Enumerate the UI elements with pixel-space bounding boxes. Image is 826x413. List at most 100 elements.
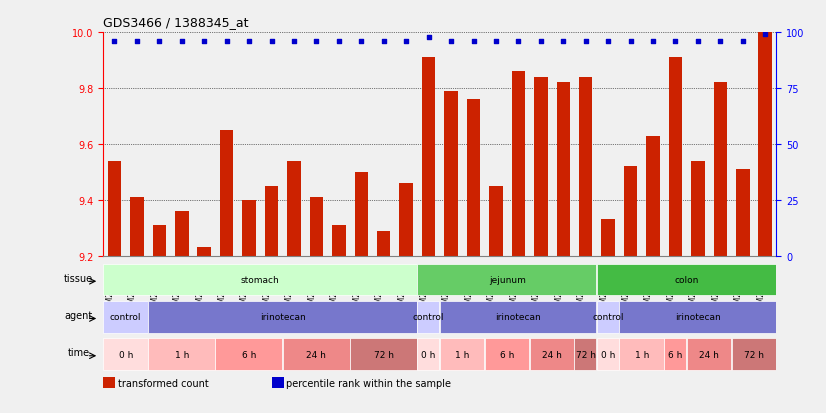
- Text: 0 h: 0 h: [118, 350, 133, 358]
- FancyBboxPatch shape: [686, 338, 731, 370]
- Text: jejunum: jejunum: [489, 275, 525, 284]
- Bar: [377, 231, 391, 256]
- FancyBboxPatch shape: [620, 338, 664, 370]
- FancyBboxPatch shape: [417, 301, 439, 333]
- Text: 24 h: 24 h: [306, 350, 326, 358]
- Point: [444, 39, 458, 45]
- Bar: [422, 58, 435, 256]
- Point: [131, 39, 144, 45]
- Bar: [511, 72, 525, 256]
- Text: control: control: [413, 313, 444, 321]
- Point: [377, 39, 391, 45]
- Bar: [175, 211, 188, 256]
- Text: colon: colon: [675, 275, 699, 284]
- FancyBboxPatch shape: [439, 338, 484, 370]
- Bar: [242, 200, 256, 256]
- Text: GDS3466 / 1388345_at: GDS3466 / 1388345_at: [103, 16, 249, 29]
- Bar: [272, 377, 283, 388]
- Bar: [310, 197, 323, 256]
- Point: [332, 39, 345, 45]
- FancyBboxPatch shape: [103, 264, 417, 296]
- Text: 24 h: 24 h: [542, 350, 562, 358]
- FancyBboxPatch shape: [732, 338, 776, 370]
- Bar: [354, 172, 368, 256]
- Text: 6 h: 6 h: [242, 350, 256, 358]
- Text: transformed count: transformed count: [118, 378, 209, 388]
- Bar: [534, 78, 548, 256]
- Bar: [400, 183, 413, 256]
- Text: 72 h: 72 h: [576, 350, 596, 358]
- Text: 1 h: 1 h: [174, 350, 189, 358]
- Point: [489, 39, 502, 45]
- Point: [579, 39, 592, 45]
- FancyBboxPatch shape: [529, 338, 574, 370]
- Text: irinotecan: irinotecan: [260, 313, 306, 321]
- Bar: [669, 58, 682, 256]
- Bar: [332, 225, 345, 256]
- Text: agent: agent: [64, 310, 93, 320]
- Point: [108, 39, 121, 45]
- Bar: [714, 83, 727, 256]
- Bar: [758, 33, 772, 256]
- FancyBboxPatch shape: [575, 338, 596, 370]
- FancyBboxPatch shape: [620, 301, 776, 333]
- Text: irinotecan: irinotecan: [675, 313, 721, 321]
- Text: 0 h: 0 h: [601, 350, 615, 358]
- Text: 0 h: 0 h: [421, 350, 436, 358]
- Point: [354, 39, 368, 45]
- Bar: [107, 161, 121, 256]
- Bar: [691, 161, 705, 256]
- Text: 72 h: 72 h: [744, 350, 764, 358]
- Text: 6 h: 6 h: [500, 350, 515, 358]
- Bar: [287, 161, 301, 256]
- Text: percentile rank within the sample: percentile rank within the sample: [287, 378, 451, 388]
- Bar: [579, 78, 592, 256]
- FancyBboxPatch shape: [282, 338, 349, 370]
- Point: [153, 39, 166, 45]
- Bar: [557, 83, 570, 256]
- Point: [287, 39, 301, 45]
- Bar: [265, 186, 278, 256]
- Point: [647, 39, 660, 45]
- Bar: [197, 248, 211, 256]
- FancyBboxPatch shape: [417, 264, 596, 296]
- Text: irinotecan: irinotecan: [496, 313, 541, 321]
- FancyBboxPatch shape: [103, 301, 148, 333]
- Text: 24 h: 24 h: [699, 350, 719, 358]
- Text: 1 h: 1 h: [634, 350, 649, 358]
- Bar: [467, 100, 480, 256]
- FancyBboxPatch shape: [417, 338, 439, 370]
- Bar: [601, 220, 615, 256]
- Point: [422, 34, 435, 41]
- Bar: [131, 197, 144, 256]
- Bar: [624, 167, 638, 256]
- Bar: [646, 136, 660, 256]
- Point: [175, 39, 188, 45]
- Bar: [153, 225, 166, 256]
- FancyBboxPatch shape: [597, 264, 776, 296]
- FancyBboxPatch shape: [664, 338, 686, 370]
- Point: [220, 39, 233, 45]
- Point: [512, 39, 525, 45]
- FancyBboxPatch shape: [439, 301, 596, 333]
- Point: [624, 39, 637, 45]
- Point: [736, 39, 749, 45]
- Point: [265, 39, 278, 45]
- FancyBboxPatch shape: [485, 338, 529, 370]
- FancyBboxPatch shape: [597, 338, 619, 370]
- FancyBboxPatch shape: [597, 301, 619, 333]
- Text: time: time: [68, 347, 89, 357]
- FancyBboxPatch shape: [148, 338, 215, 370]
- Point: [601, 39, 615, 45]
- FancyBboxPatch shape: [350, 338, 417, 370]
- Point: [534, 39, 548, 45]
- Point: [467, 39, 480, 45]
- Bar: [103, 377, 116, 388]
- Text: control: control: [110, 313, 141, 321]
- Point: [400, 39, 413, 45]
- Text: 72 h: 72 h: [373, 350, 394, 358]
- Point: [243, 39, 256, 45]
- FancyBboxPatch shape: [103, 338, 148, 370]
- Point: [691, 39, 705, 45]
- Point: [758, 32, 771, 38]
